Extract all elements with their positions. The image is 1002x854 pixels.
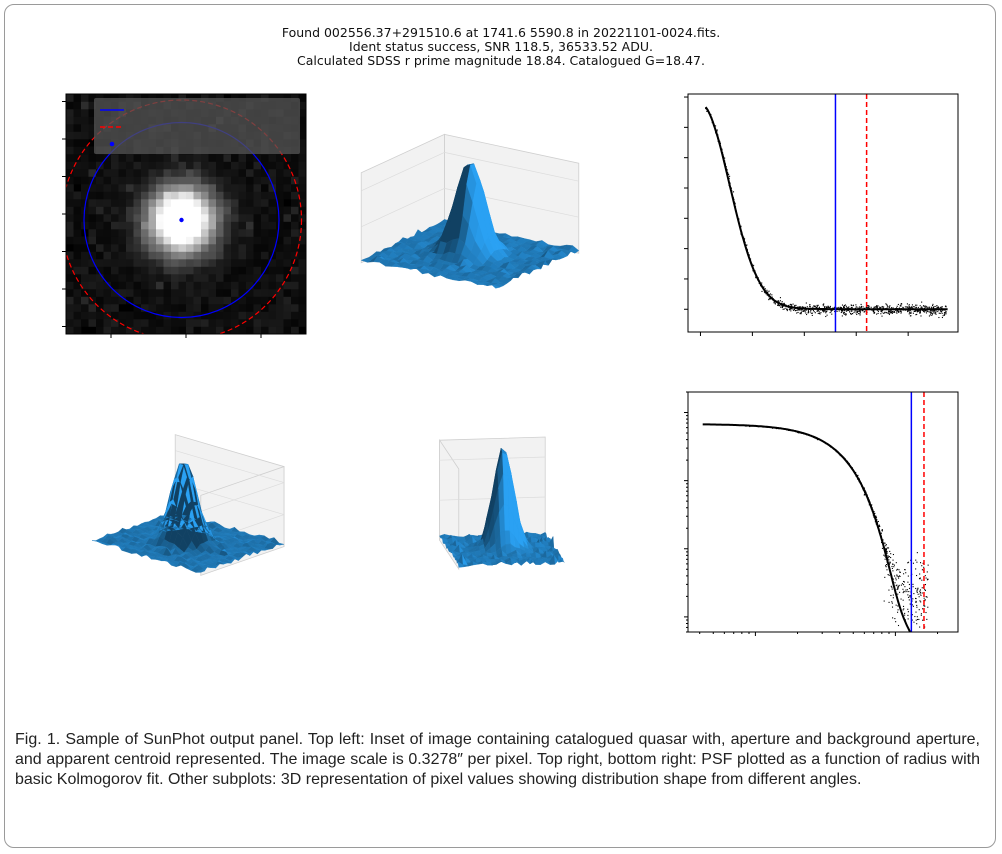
centroid-marker: [179, 217, 184, 223]
psf-points: [702, 392, 929, 632]
background-aperture-circle: [66, 99, 303, 334]
kolmogorov-fit-line: [704, 106, 948, 311]
surface-mesh: [360, 163, 580, 289]
surface-mesh: [91, 463, 285, 573]
psf-log-plot: [684, 391, 959, 636]
figure-title-line-1: Found 002556.37+291510.6 at 1741.6 5590.…: [281, 25, 721, 40]
surface-mesh: [439, 447, 565, 568]
cutout-image-plot: [62, 93, 307, 338]
grid-line: [361, 188, 445, 228]
surface-plot-c: [439, 436, 565, 571]
axes-frame: [687, 93, 959, 333]
psf-points: [704, 94, 948, 332]
grid-line: [175, 450, 285, 483]
surface-plot-a: [360, 133, 580, 289]
figure-title-line-3: Calculated SDSS r prime magnitude 18.84.…: [297, 53, 705, 68]
axes-frame: [687, 391, 959, 633]
figure-title-line-2: Ident status success, SNR 118.5, 36533.5…: [349, 39, 653, 54]
grid-line: [439, 456, 546, 461]
grid-line: [200, 482, 285, 512]
cutout-legend: [94, 98, 300, 154]
figure-caption: Fig. 1. Sample of SunPhot output panel. …: [15, 731, 980, 788]
psf-linear-plot: [684, 93, 959, 336]
grid-line: [361, 152, 445, 192]
kolmogorov-fit-line: [702, 423, 912, 632]
grid-line: [444, 152, 579, 182]
legend-box: [94, 98, 300, 154]
legend-swatch: [109, 141, 115, 147]
surface-plot-b: [91, 434, 285, 576]
